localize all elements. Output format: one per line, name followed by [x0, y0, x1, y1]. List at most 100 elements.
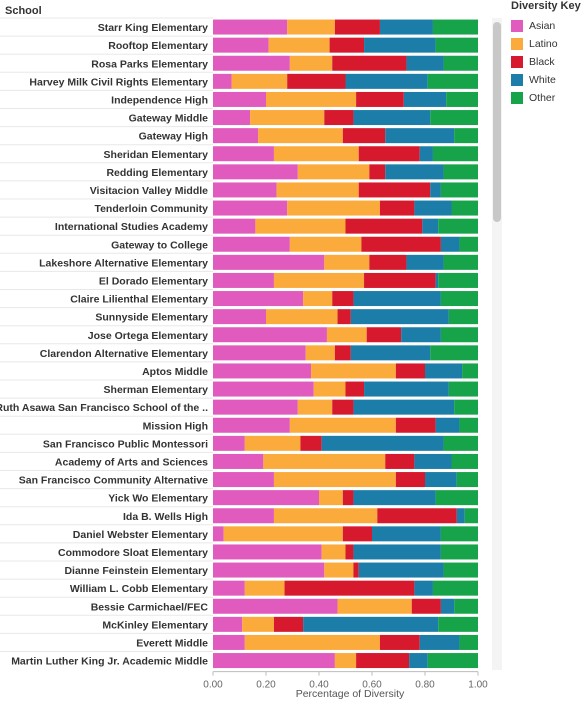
- bar-segment-black[interactable]: [345, 218, 423, 234]
- bar-segment-asian[interactable]: [213, 309, 266, 325]
- bar-segment-white[interactable]: [358, 562, 444, 578]
- bar-segment-white[interactable]: [425, 363, 463, 379]
- bar-segment-white[interactable]: [430, 182, 441, 198]
- bar-segment-white[interactable]: [353, 399, 455, 415]
- bar-segment-white[interactable]: [350, 345, 431, 361]
- bar-segment-black[interactable]: [369, 164, 386, 180]
- bar-segment-white[interactable]: [435, 272, 439, 288]
- bar-segment-other[interactable]: [464, 508, 478, 524]
- bar-segment-latino[interactable]: [273, 146, 359, 162]
- bar-segment-other[interactable]: [459, 236, 478, 252]
- bar-segment-other[interactable]: [454, 399, 478, 415]
- bar-segment-asian[interactable]: [213, 417, 290, 433]
- bar-segment-black[interactable]: [356, 91, 404, 107]
- bar-segment-latino[interactable]: [321, 544, 346, 560]
- bar-segment-white[interactable]: [422, 218, 439, 234]
- legend-item-asian[interactable]: Asian: [509, 17, 586, 35]
- bar-segment-white[interactable]: [435, 417, 460, 433]
- bar-segment-other[interactable]: [438, 218, 478, 234]
- bar-segment-black[interactable]: [385, 453, 415, 469]
- bar-segment-other[interactable]: [440, 526, 478, 542]
- scrollbar-thumb[interactable]: [493, 22, 501, 222]
- bar-segment-asian[interactable]: [213, 146, 274, 162]
- bar-segment-black[interactable]: [324, 110, 354, 126]
- bar-segment-asian[interactable]: [213, 73, 232, 89]
- bar-segment-black[interactable]: [284, 580, 415, 596]
- bar-segment-asian[interactable]: [213, 291, 304, 307]
- bar-segment-white[interactable]: [385, 128, 455, 144]
- bar-segment-black[interactable]: [329, 37, 365, 53]
- bar-segment-asian[interactable]: [213, 55, 290, 71]
- bar-segment-white[interactable]: [406, 55, 444, 71]
- bar-segment-white[interactable]: [350, 309, 449, 325]
- bar-segment-asian[interactable]: [213, 580, 245, 596]
- bar-segment-asian[interactable]: [213, 544, 322, 560]
- bar-segment-black[interactable]: [334, 19, 380, 35]
- bar-segment-white[interactable]: [414, 580, 433, 596]
- bar-segment-white[interactable]: [372, 526, 441, 542]
- bar-segment-asian[interactable]: [213, 272, 274, 288]
- bar-segment-asian[interactable]: [213, 363, 312, 379]
- bar-segment-other[interactable]: [443, 164, 478, 180]
- legend-item-other[interactable]: Other: [509, 89, 586, 107]
- bar-segment-black[interactable]: [358, 182, 431, 198]
- bar-segment-asian[interactable]: [213, 110, 251, 126]
- bar-segment-black[interactable]: [361, 236, 441, 252]
- bar-segment-white[interactable]: [456, 508, 465, 524]
- bar-segment-white[interactable]: [379, 19, 433, 35]
- bar-segment-asian[interactable]: [213, 200, 288, 216]
- bar-segment-latino[interactable]: [273, 508, 378, 524]
- bar-segment-white[interactable]: [321, 435, 444, 451]
- bar-segment-latino[interactable]: [244, 435, 301, 451]
- bar-segment-black[interactable]: [379, 634, 420, 650]
- bar-segment-black[interactable]: [300, 435, 322, 451]
- bar-segment-other[interactable]: [443, 435, 478, 451]
- bar-segment-latino[interactable]: [303, 291, 333, 307]
- bar-segment-other[interactable]: [451, 453, 479, 469]
- bar-segment-other[interactable]: [430, 345, 478, 361]
- bar-segment-white[interactable]: [414, 200, 452, 216]
- bar-segment-other[interactable]: [427, 73, 478, 89]
- bar-segment-other[interactable]: [456, 472, 478, 488]
- bar-segment-black[interactable]: [332, 55, 407, 71]
- bar-segment-latino[interactable]: [287, 19, 335, 35]
- bar-segment-black[interactable]: [366, 327, 402, 343]
- bar-segment-black[interactable]: [342, 526, 372, 542]
- bar-segment-other[interactable]: [438, 272, 478, 288]
- bar-segment-asian[interactable]: [213, 327, 327, 343]
- bar-segment-asian[interactable]: [213, 598, 338, 614]
- legend-item-white[interactable]: White: [509, 71, 586, 89]
- bar-segment-white[interactable]: [409, 653, 428, 669]
- bar-segment-black[interactable]: [395, 472, 425, 488]
- bar-segment-white[interactable]: [353, 291, 441, 307]
- bar-segment-latino[interactable]: [297, 399, 333, 415]
- bar-segment-asian[interactable]: [213, 91, 266, 107]
- bar-segment-latino[interactable]: [287, 200, 380, 216]
- legend-item-latino[interactable]: Latino: [509, 35, 586, 53]
- bar-segment-asian[interactable]: [213, 435, 245, 451]
- bar-segment-asian[interactable]: [213, 399, 298, 415]
- bar-segment-other[interactable]: [427, 653, 478, 669]
- bar-segment-black[interactable]: [411, 598, 441, 614]
- bar-segment-black[interactable]: [364, 272, 436, 288]
- bar-segment-black[interactable]: [353, 562, 359, 578]
- bar-segment-latino[interactable]: [231, 73, 288, 89]
- bar-segment-latino[interactable]: [319, 490, 343, 506]
- bar-segment-asian[interactable]: [213, 37, 269, 53]
- bar-segment-asian[interactable]: [213, 381, 314, 397]
- bar-segment-asian[interactable]: [213, 182, 277, 198]
- bar-segment-other[interactable]: [440, 182, 478, 198]
- bar-segment-white[interactable]: [440, 598, 455, 614]
- bar-segment-latino[interactable]: [297, 164, 370, 180]
- bar-segment-latino[interactable]: [334, 653, 357, 669]
- bar-segment-latino[interactable]: [255, 218, 346, 234]
- bar-segment-latino[interactable]: [266, 309, 338, 325]
- bar-segment-other[interactable]: [432, 19, 478, 35]
- bar-segment-latino[interactable]: [289, 417, 396, 433]
- bar-segment-black[interactable]: [379, 200, 415, 216]
- vertical-scrollbar[interactable]: [492, 18, 502, 670]
- bar-segment-latino[interactable]: [266, 91, 357, 107]
- bar-segment-latino[interactable]: [313, 381, 346, 397]
- bar-segment-other[interactable]: [435, 37, 478, 53]
- bar-segment-other[interactable]: [432, 580, 478, 596]
